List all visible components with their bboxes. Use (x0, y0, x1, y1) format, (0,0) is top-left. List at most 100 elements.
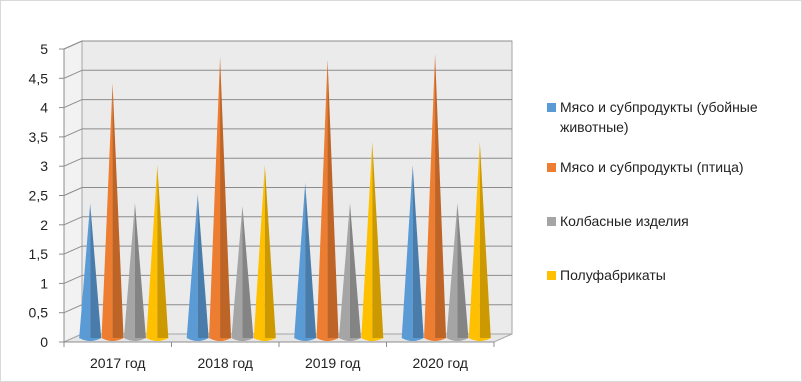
bar-face-right (242, 206, 254, 341)
bar-base (253, 338, 276, 341)
legend-item-slaughter-meat: Мясо и субпродукты (убойные животные) (547, 97, 797, 137)
bar-face-left (468, 141, 480, 341)
bar (338, 203, 361, 341)
bar-base (123, 338, 146, 341)
gridline-side (63, 128, 83, 138)
y-tick-label: 3 (40, 158, 48, 174)
bar-face-right (479, 141, 491, 341)
bar-face-left (123, 203, 135, 341)
gridline-side (63, 216, 83, 226)
bar (316, 59, 339, 342)
bar-face-left (186, 194, 198, 341)
bar-face-left (401, 165, 413, 341)
legend-swatch-slaughter-meat (547, 103, 556, 112)
bar (231, 206, 254, 341)
x-tick-label: 2017 год (90, 355, 145, 371)
gridline-side (63, 40, 83, 50)
y-tick-label: 0 (40, 334, 48, 350)
legend-label-poultry: Мясо и субпродукты (птица) (560, 159, 744, 175)
bar-base (101, 338, 124, 341)
y-tick-label: 2 (40, 217, 48, 233)
legend: Мясо и субпродукты (убойные животные) Мя… (547, 97, 797, 285)
bar-face-right (197, 194, 209, 341)
gridline-side (63, 69, 83, 79)
bar-face-right (305, 182, 317, 341)
bar (253, 165, 276, 341)
bar-base (79, 338, 102, 341)
bar (186, 194, 209, 341)
gridline-side (63, 245, 83, 255)
bar-base (468, 338, 491, 341)
legend-swatch-semi-finished (547, 271, 556, 280)
bar-face-left (209, 56, 221, 341)
legend-item-sausages: Колбасные изделия (547, 211, 797, 231)
y-tick-label: 5 (40, 41, 48, 57)
bar-face-left (79, 203, 91, 341)
bar-base (186, 338, 209, 341)
bar-base (361, 338, 384, 341)
bar-base (338, 338, 361, 341)
y-tick-label: 4,5 (29, 70, 49, 86)
legend-swatch-sausages (547, 217, 556, 226)
bar-base (231, 338, 254, 341)
bar (123, 203, 146, 341)
bar-base (209, 338, 232, 341)
bar-face-left (316, 59, 328, 342)
bar-face-left (231, 206, 243, 341)
y-axis-ticks: 0 0,5 1 1,5 2 2,5 3 3,5 4 4,5 5 (29, 41, 65, 350)
bar (209, 56, 232, 341)
y-tick-label: 1,5 (29, 246, 49, 262)
gridline-side (63, 99, 83, 109)
y-tick-label: 1 (40, 275, 48, 291)
y-tick-label: 2,5 (29, 188, 49, 204)
gridline-side (63, 157, 83, 167)
bar (101, 83, 124, 341)
bar-face-left (294, 182, 306, 341)
bar-base (424, 338, 447, 341)
bar (79, 203, 102, 341)
bar-face-left (146, 165, 158, 341)
x-tick-label: 2018 год (198, 355, 253, 371)
bar-face-left (446, 203, 458, 341)
bar-base (146, 338, 169, 341)
bar (446, 203, 469, 341)
bar (424, 53, 447, 341)
bar-base (294, 338, 317, 341)
bar-face-right (220, 56, 232, 341)
y-tick-label: 3,5 (29, 129, 49, 145)
bar-base (446, 338, 469, 341)
y-tick-label: 0,5 (29, 305, 49, 321)
bar-series (79, 53, 491, 342)
bar-face-right (157, 165, 169, 341)
x-tick-label: 2019 год (305, 355, 360, 371)
bar-face-right (134, 203, 146, 341)
legend-label-sausages: Колбасные изделия (560, 213, 689, 229)
gridline-side (63, 304, 83, 314)
x-tick-label: 2020 год (413, 355, 468, 371)
legend-label-semi-finished: Полуфабрикаты (560, 267, 666, 283)
bar-face-right (457, 203, 469, 341)
gridline-side (63, 187, 83, 196)
x-axis-labels: 2017 год 2018 год 2019 год 2020 год (63, 341, 495, 371)
legend-label-slaughter-meat: Мясо и субпродукты (убойные животные) (560, 99, 758, 135)
bar-base (401, 338, 424, 341)
bar-face-right (112, 83, 124, 341)
bar-face-right (435, 53, 447, 341)
bar-face-right (327, 59, 339, 342)
legend-swatch-poultry (547, 163, 556, 172)
legend-item-poultry: Мясо и субпродукты (птица) (547, 157, 797, 177)
gridline-side (63, 274, 83, 284)
bar-face-right (372, 141, 384, 341)
bar-face-left (338, 203, 350, 341)
bar-face-left (101, 83, 113, 341)
y-tick-label: 4 (40, 100, 48, 116)
bar (294, 182, 317, 341)
legend-item-semi-finished: Полуфабрикаты (547, 265, 797, 285)
bar-face-right (412, 165, 424, 341)
bar-face-right (264, 165, 276, 341)
bar (468, 141, 491, 341)
bar (361, 141, 384, 341)
bar (401, 165, 424, 341)
